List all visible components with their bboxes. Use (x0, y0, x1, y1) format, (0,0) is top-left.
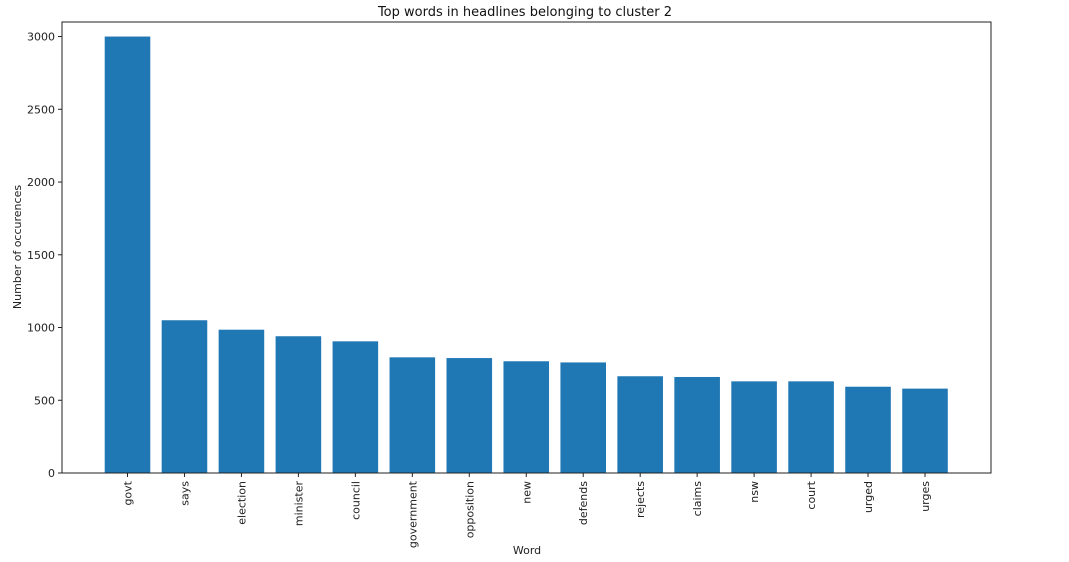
x-tick-label: court (805, 480, 818, 509)
y-tick-label: 1000 (27, 322, 55, 335)
x-tick-label: govt (122, 480, 135, 505)
x-tick-label: council (349, 481, 362, 520)
y-tick-label: 2000 (27, 176, 55, 189)
bar-opposition (446, 358, 493, 473)
bar-urged (845, 386, 891, 473)
chart-title: Top words in headlines belonging to clus… (377, 5, 672, 20)
bar-urges (902, 388, 948, 473)
bar-defends (560, 362, 606, 473)
y-axis: 0 500 1000 1500 2000 2500 3000 (27, 31, 62, 480)
x-tick-label: new (520, 481, 533, 504)
bar-says (161, 320, 208, 473)
y-tick-label: 3000 (27, 31, 55, 44)
bar-rejects (617, 376, 663, 473)
y-axis-title: Number of occurences (11, 185, 24, 309)
y-tick-label: 0 (48, 467, 55, 480)
x-tick-label: election (235, 481, 248, 525)
bar-nsw (731, 381, 777, 473)
bar-govt (104, 36, 151, 473)
x-axis: govt says election minister council governmen… (122, 473, 932, 548)
x-tick-label: says (178, 481, 191, 506)
y-tick-label: 1500 (27, 249, 55, 262)
bar-council (332, 341, 379, 473)
x-tick-label: minister (292, 481, 305, 527)
x-tick-label: nsw (748, 481, 761, 503)
bar-minister (275, 336, 322, 473)
x-tick-label: urges (919, 481, 932, 512)
bars-group (104, 36, 948, 473)
y-tick-label: 500 (34, 394, 55, 407)
bar-government (389, 357, 436, 473)
x-tick-label: urged (862, 481, 875, 513)
bar-claims (674, 376, 720, 473)
x-tick-label: claims (691, 481, 704, 517)
bar-election (218, 329, 265, 473)
x-tick-label: opposition (463, 481, 476, 538)
x-tick-label: rejects (634, 481, 647, 518)
x-tick-label: government (406, 480, 419, 548)
bar-new (503, 361, 550, 473)
bar-court (788, 381, 834, 473)
x-tick-label: defends (577, 481, 590, 525)
y-tick-label: 2500 (27, 103, 55, 116)
x-axis-title: Word (513, 544, 541, 557)
